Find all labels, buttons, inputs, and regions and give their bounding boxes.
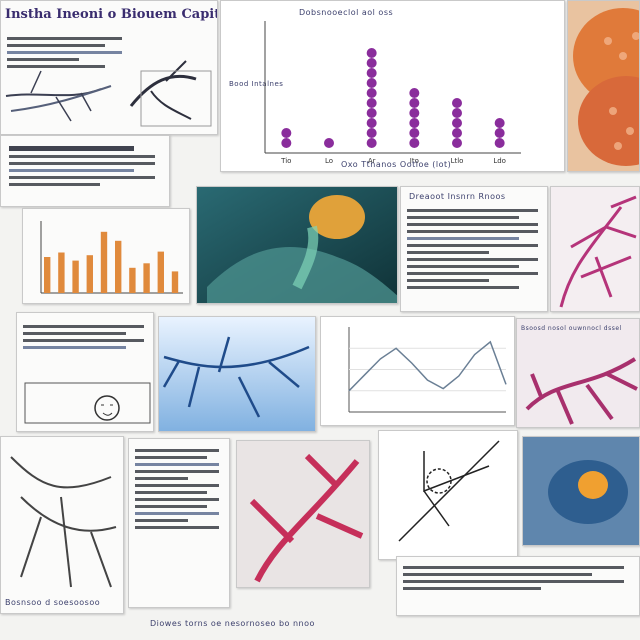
photo-magenta-vessels-top [550, 186, 640, 312]
bead-chart-svg: Tio Lo Ar Ito Ltlo Ldo [264, 21, 521, 165]
photo-blue-tissue [522, 436, 640, 546]
bead-point [452, 108, 462, 118]
bead-point [409, 118, 420, 128]
chart-bead-plot: Dobsnooeclol aol oss Bood Intalnes Tio Lo… [220, 0, 565, 172]
x-tick-label: Ltlo [451, 157, 464, 165]
magenta-vessel-image [559, 195, 637, 308]
paper-bottom-center [128, 438, 230, 608]
chart-line-plot [320, 316, 515, 426]
sketch-bottom-left: Bosnsoo d soesoosoo [0, 436, 124, 614]
bead-point [452, 98, 462, 108]
blue-vessel-image [159, 317, 315, 431]
bead-point [494, 118, 505, 128]
figure-sketch-text [16, 312, 154, 432]
bead-point [494, 128, 505, 138]
bead-point [366, 88, 377, 98]
bead-point [366, 78, 377, 88]
text-block-left [0, 135, 170, 207]
right-text-title: Dreaoot Insnrn Rnoos [409, 192, 506, 201]
blue-tissue-image [523, 437, 639, 545]
bead-point [409, 108, 420, 118]
bead-point [281, 138, 292, 148]
chart-bead-title: Dobsnooeclol aol oss [299, 8, 394, 17]
bead-point [366, 48, 377, 58]
bead-point [494, 138, 505, 148]
chart-bead-ylabel: Bood Intalnes [229, 80, 284, 88]
bar-chart-svg [40, 221, 183, 294]
photo-3d-tissue [196, 186, 398, 304]
series-line [348, 340, 507, 392]
footer-left-caption: Bosnsoo d soesoosoo [5, 598, 101, 607]
tile-title-sketch: Instha Ineoni o Biouem Capit... [0, 0, 218, 135]
photo-magenta-network: Bsoosd nosol ouwnnocl dssel [516, 318, 640, 428]
bar [58, 252, 65, 293]
bottom-sketch-image [10, 456, 117, 588]
x-tick-label: Tio [280, 157, 291, 165]
x-tick-label: Lo [325, 157, 333, 165]
chart-bead-xlabel: Oxo Ttnanos Ootloe (lot) [341, 160, 452, 169]
header-title: Instha Ineoni o Biouem Capit... [5, 7, 218, 22]
bar [129, 267, 136, 293]
bead-point [409, 138, 420, 148]
vessel-sketch-illustration [5, 60, 212, 127]
bar [86, 255, 93, 293]
x-tick-label: Ar [368, 157, 376, 165]
photo-orange-tissue [567, 0, 640, 172]
bar [44, 257, 51, 293]
bead-point [281, 128, 292, 138]
bead-point [366, 128, 377, 138]
bead-point [366, 108, 377, 118]
bead-point [366, 118, 377, 128]
bar [171, 271, 179, 293]
bead-point [409, 98, 420, 108]
bottom-center-caption: Diowes torns oe nesornoseo bo nnoo [150, 619, 315, 628]
crimson-vessel-image [249, 453, 364, 583]
text-bottom-right [396, 556, 640, 616]
bead-point [452, 138, 462, 148]
bead-point [409, 88, 420, 98]
face-sketch-icon [24, 382, 151, 424]
diagram-bottom [378, 430, 518, 560]
x-tick-label: Ldo [493, 157, 506, 165]
bead-point [366, 138, 377, 148]
wedge-diagram [398, 440, 500, 542]
orange-tissue-image [573, 8, 639, 166]
bar [72, 260, 79, 293]
bar [115, 240, 122, 293]
bead-point [366, 58, 377, 68]
bar [100, 231, 108, 293]
bar [157, 251, 164, 293]
x-tick-label: Ito [410, 157, 419, 165]
magenta-network-image [525, 357, 638, 425]
photo-blue-vessels [158, 316, 316, 432]
right-panel-label: Bsoosd nosol ouwnnocl dssel [521, 325, 622, 332]
photo-crimson-vessels [236, 440, 370, 588]
chart-small-bars [22, 208, 190, 304]
bead-point [452, 118, 462, 128]
bead-point [409, 128, 420, 138]
line-chart-svg [348, 327, 507, 413]
bead-point [366, 98, 377, 108]
bead-point [366, 68, 377, 78]
bead-point [324, 138, 334, 148]
bar [143, 263, 150, 293]
text-block-right: Dreaoot Insnrn Rnoos [400, 186, 548, 312]
bead-point [452, 128, 462, 138]
3d-tissue-image [197, 187, 397, 303]
